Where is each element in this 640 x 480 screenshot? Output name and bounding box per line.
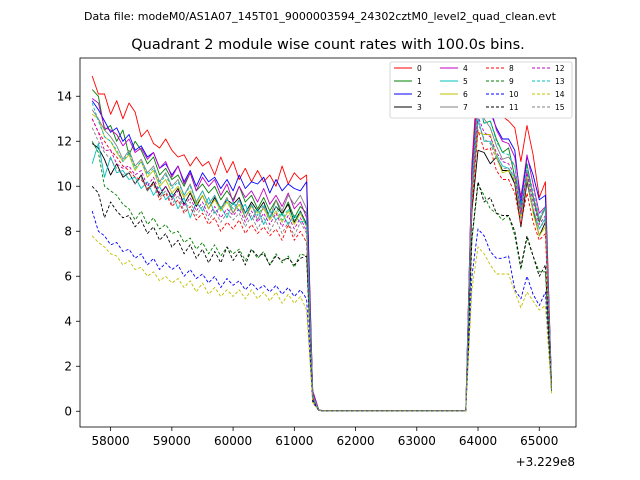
legend-label-8: 8: [509, 64, 514, 73]
legend-label-4: 4: [463, 64, 468, 73]
x-tick-label: 61000: [275, 434, 313, 448]
series-line-13: [91, 98, 552, 412]
series-line-15: [91, 122, 552, 412]
legend-label-2: 2: [417, 90, 422, 99]
legend-label-9: 9: [509, 77, 514, 86]
series-line-14: [91, 235, 552, 412]
series-layer: [91, 71, 552, 412]
series-line-3: [91, 143, 552, 412]
legend-label-0: 0: [417, 64, 422, 73]
y-tick-label: 14: [57, 89, 72, 103]
legend-label-5: 5: [463, 77, 468, 86]
series-line-2: [91, 82, 552, 412]
legend-label-15: 15: [555, 103, 565, 112]
legend-label-10: 10: [509, 90, 519, 99]
y-tick-label: 2: [64, 359, 72, 373]
chart-title: Quadrant 2 module wise count rates with …: [131, 37, 525, 53]
series-line-8: [91, 118, 552, 412]
x-tick-label: 64000: [459, 434, 497, 448]
series-line-12: [91, 116, 552, 412]
legend-label-14: 14: [555, 90, 565, 99]
x-tick-label: 62000: [336, 434, 374, 448]
series-line-0: [91, 71, 552, 412]
y-axis: 0 2 4 6 8 10 12 14: [57, 89, 80, 418]
legend-label-3: 3: [417, 103, 422, 112]
y-tick-label: 4: [64, 314, 72, 328]
legend-label-7: 7: [463, 103, 468, 112]
file-label: Data file: modeM0/AS1A07_145T01_90000035…: [84, 10, 557, 23]
series-line-10: [91, 210, 552, 412]
series-line-11: [91, 181, 552, 412]
legend-label-12: 12: [555, 64, 565, 73]
series-line-5: [91, 118, 552, 412]
plot-frame: [79, 57, 577, 428]
series-line-1: [91, 89, 552, 412]
series-line-6: [91, 113, 552, 412]
x-offset-label: +3.229e8: [516, 455, 575, 469]
legend-label-6: 6: [463, 90, 468, 99]
legend-label-13: 13: [555, 77, 565, 86]
x-axis: 58000 59000 60000 61000 62000 63000 64000 65000: [92, 427, 558, 448]
y-tick-label: 6: [64, 269, 72, 283]
legend-box: [389, 61, 573, 119]
y-tick-label: 10: [57, 179, 72, 193]
series-line-9: [91, 141, 552, 412]
legend-label-11: 11: [509, 103, 519, 112]
series-line-7: [91, 102, 552, 412]
x-tick-label: 60000: [214, 434, 252, 448]
x-tick-label: 63000: [398, 434, 436, 448]
y-tick-label: 8: [64, 224, 72, 238]
x-tick-label: 59000: [153, 434, 191, 448]
x-tick-label: 58000: [92, 434, 130, 448]
legend-label-1: 1: [417, 77, 422, 86]
y-tick-label: 0: [64, 404, 72, 418]
x-tick-label: 65000: [520, 434, 558, 448]
y-tick-label: 12: [57, 134, 72, 148]
